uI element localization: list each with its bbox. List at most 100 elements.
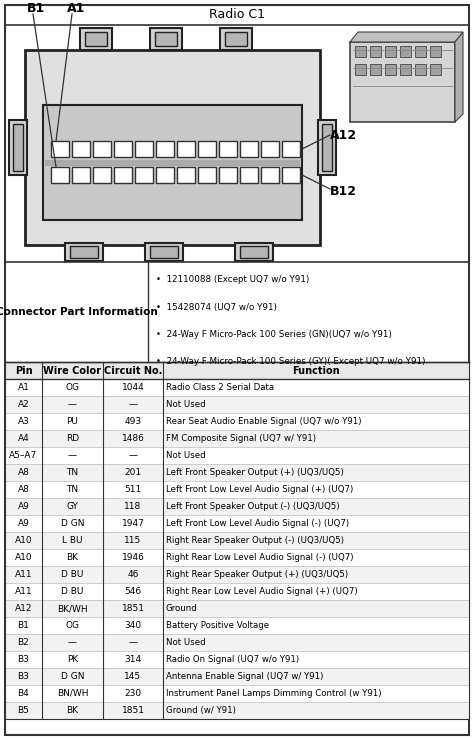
Text: 546: 546 (125, 587, 142, 596)
Text: B2: B2 (18, 638, 29, 647)
Text: D GN: D GN (61, 672, 84, 681)
Text: Ground (w/ Y91): Ground (w/ Y91) (166, 706, 236, 715)
Bar (13, 124, 23, 171)
Text: 511: 511 (124, 485, 142, 494)
Bar (282, 141, 300, 157)
Text: A11: A11 (15, 587, 32, 596)
Bar (355, 46, 366, 57)
Bar (220, 28, 252, 50)
Bar (70, 246, 98, 258)
Text: B3: B3 (18, 655, 29, 664)
Polygon shape (350, 32, 463, 42)
Text: A1: A1 (67, 2, 85, 15)
Text: TN: TN (66, 485, 79, 494)
Text: GY: GY (66, 502, 78, 511)
Text: —: — (68, 451, 77, 460)
Text: 115: 115 (124, 536, 142, 545)
Text: Battery Positive Voltage: Battery Positive Voltage (166, 621, 269, 630)
Bar (198, 167, 216, 183)
Bar (219, 141, 237, 157)
Bar (240, 141, 258, 157)
Text: BK/WH: BK/WH (57, 604, 88, 613)
Bar (318, 120, 336, 175)
Text: Pin: Pin (15, 366, 32, 375)
Bar (5, 379, 469, 396)
Text: A12: A12 (15, 604, 32, 613)
Text: D BU: D BU (61, 570, 84, 579)
Text: Wire Color: Wire Color (44, 366, 101, 375)
Bar (5, 447, 469, 464)
Text: Function: Function (292, 366, 340, 375)
Text: A9: A9 (18, 502, 29, 511)
Text: 118: 118 (124, 502, 142, 511)
Text: Connector Part Information: Connector Part Information (0, 307, 157, 317)
Bar (240, 167, 258, 183)
Bar (400, 64, 411, 75)
Text: A3: A3 (18, 417, 29, 426)
Bar (135, 141, 153, 157)
Text: BN/WH: BN/WH (57, 689, 88, 698)
Bar (322, 124, 332, 171)
Text: 1486: 1486 (121, 434, 145, 443)
Bar (93, 141, 111, 157)
Bar (5, 464, 469, 481)
Text: —: — (128, 638, 137, 647)
Bar (219, 167, 237, 183)
Bar (155, 32, 177, 46)
Text: A12: A12 (330, 129, 357, 142)
Bar (65, 243, 103, 261)
Bar (5, 430, 469, 447)
Text: Not Used: Not Used (166, 638, 206, 647)
Bar (85, 32, 107, 46)
Text: 314: 314 (125, 655, 142, 664)
Text: TN: TN (66, 468, 79, 477)
Bar (114, 141, 132, 157)
Text: BK: BK (66, 553, 79, 562)
Bar (5, 685, 469, 702)
Bar (5, 498, 469, 515)
Text: A2: A2 (18, 400, 29, 409)
Bar (25, 50, 320, 245)
Bar (5, 668, 469, 685)
Text: Not Used: Not Used (166, 400, 206, 409)
Bar (355, 64, 366, 75)
Text: OG: OG (65, 621, 80, 630)
Bar (45, 160, 300, 166)
Text: Not Used: Not Used (166, 451, 206, 460)
Text: Radio Class 2 Serial Data: Radio Class 2 Serial Data (166, 383, 274, 392)
Bar (5, 617, 469, 634)
Bar (145, 243, 183, 261)
Text: Circuit No.: Circuit No. (104, 366, 162, 375)
Bar (156, 141, 174, 157)
Text: A8: A8 (18, 485, 29, 494)
Text: A10: A10 (15, 553, 32, 562)
Bar (370, 46, 381, 57)
Bar (5, 481, 469, 498)
Text: Ground: Ground (166, 604, 198, 613)
Text: Instrument Panel Lamps Dimming Control (w Y91): Instrument Panel Lamps Dimming Control (… (166, 689, 382, 698)
Text: 493: 493 (125, 417, 142, 426)
Bar (261, 167, 279, 183)
Bar (5, 362, 469, 379)
Bar (282, 167, 300, 183)
Bar (350, 42, 455, 122)
Bar (415, 64, 426, 75)
Polygon shape (455, 32, 463, 122)
Bar (80, 28, 112, 50)
Bar (225, 32, 247, 46)
Text: Right Rear Low Level Audio Signal (-) (UQ7): Right Rear Low Level Audio Signal (-) (U… (166, 553, 354, 562)
Text: 1946: 1946 (121, 553, 145, 562)
Text: •  15428074 (UQ7 w/o Y91): • 15428074 (UQ7 w/o Y91) (156, 303, 277, 312)
Bar (177, 141, 195, 157)
Bar (5, 651, 469, 668)
Bar (135, 167, 153, 183)
Bar (177, 167, 195, 183)
Text: —: — (68, 400, 77, 409)
Bar (5, 583, 469, 600)
Text: B12: B12 (330, 185, 357, 198)
Text: RD: RD (66, 434, 79, 443)
Text: 1851: 1851 (121, 604, 145, 613)
Text: D BU: D BU (61, 587, 84, 596)
Text: •  24-Way F Micro-Pack 100 Series (GY)( Except UQ7 w/o Y91): • 24-Way F Micro-Pack 100 Series (GY)( E… (156, 357, 426, 366)
Bar (5, 515, 469, 532)
